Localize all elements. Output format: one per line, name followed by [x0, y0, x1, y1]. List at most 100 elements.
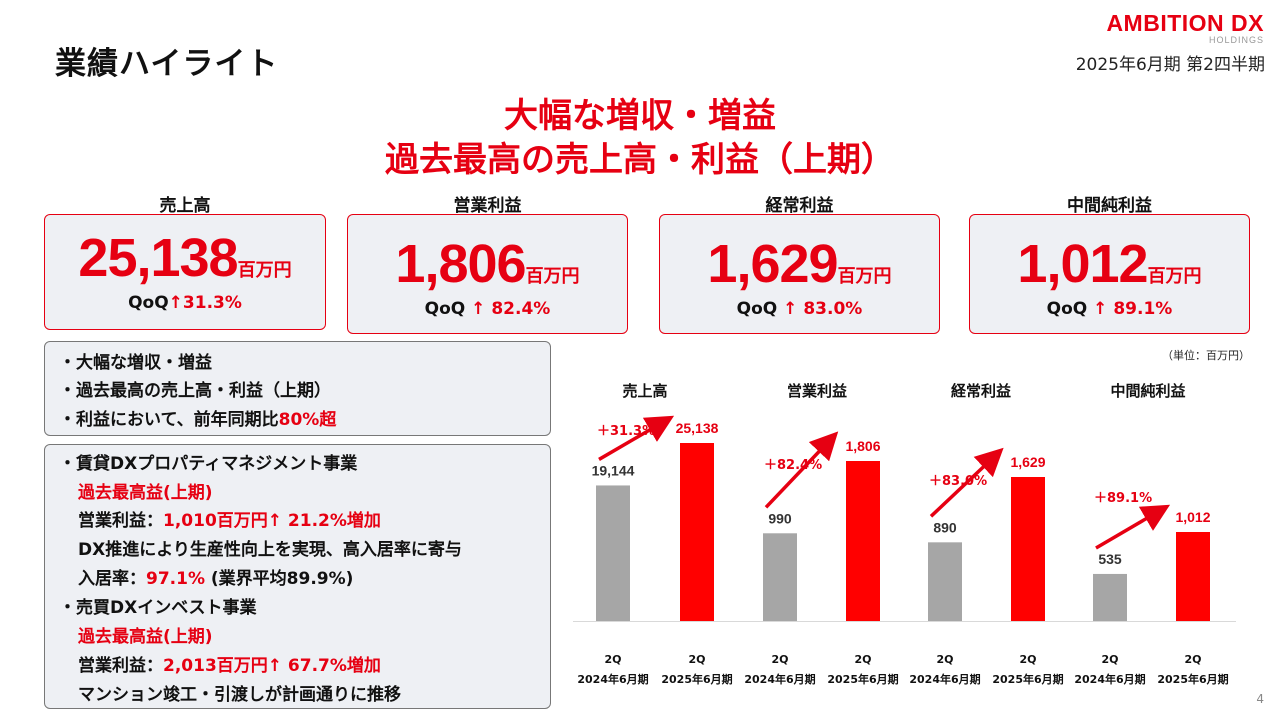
chart-tick-label-top: 2Q: [936, 653, 953, 666]
segment-sales-title: ・売買DXインベスト事業: [59, 598, 257, 618]
segment-rental-title: ・賃貸DXプロパティマネジメント事業: [59, 454, 358, 474]
kpi-qoq-arrow-ordinary-profit: ↑: [783, 299, 798, 319]
kpi-qoq-arrow-operating-profit: ↑: [471, 299, 486, 319]
kpi-unit-ordinary-profit: 百万円: [837, 266, 892, 287]
chart-data-label: 1,629: [1010, 454, 1045, 470]
segment-rental-occ-suffix: (業界平均89.9%): [210, 569, 354, 589]
segment-sales-profit-prefix: 営業利益：: [78, 656, 163, 676]
logo-brand-dx: DX: [1231, 10, 1264, 36]
chart-data-label: 890: [933, 519, 957, 535]
chart-growth-label: ＋83.0%: [929, 474, 987, 489]
chart-data-label: 19,144: [592, 462, 635, 478]
segment-rental-dx: DX推進により生産性向上を実現、高入居率に寄与: [78, 540, 462, 560]
headline-line-2: 過去最高の売上高・利益（上期）: [385, 140, 895, 180]
summary-box: ・大幅な増収・増益 ・過去最高の売上高・利益（上期） ・利益において、前年同期比…: [44, 341, 551, 436]
segment-rental-occ-value: 97.1%: [146, 569, 205, 589]
headline-line-1: 大幅な増収・増益: [504, 96, 776, 136]
kpi-qoq-arrow-sales: ↑: [168, 293, 183, 313]
chart-tick-label: 2024年6月期: [744, 672, 815, 686]
chart-tick-label: 2024年6月期: [577, 672, 648, 686]
chart-tick-label-top: 2Q: [771, 653, 788, 666]
summary-line-3-prefix: ・利益において、前年同期比: [59, 410, 279, 430]
segment-box: ・賃貸DXプロパティマネジメント事業 過去最高益(上期) 営業利益：1,010百…: [44, 444, 551, 709]
kpi-qoq-value-net-income: 89.1%: [1113, 299, 1173, 319]
chart-bar: [846, 461, 880, 621]
segment-rental-occupancy: 入居率：97.1% (業界平均89.9%): [78, 564, 353, 589]
segment-sales-note: マンション竣工・引渡しが計画通りに推移: [78, 685, 401, 705]
chart-bar: [1011, 477, 1045, 621]
chart-data-label: 25,138: [676, 420, 719, 436]
kpi-unit-sales: 百万円: [237, 260, 292, 281]
chart-tick-label-top: 2Q: [1019, 653, 1036, 666]
kpi-label-net-income: 中間純利益: [1067, 196, 1152, 216]
summary-line-1: ・大幅な増収・増益: [59, 353, 212, 373]
chart-bar: [928, 542, 962, 621]
chart-tick-label: 2024年6月期: [1074, 672, 1145, 686]
segment-rental-occ-prefix: 入居率：: [78, 569, 146, 589]
chart-growth-label: ＋82.4%: [764, 458, 822, 473]
segment-rental-record: 過去最高益(上期): [78, 483, 213, 503]
kpi-qoq-value-ordinary-profit: 83.0%: [803, 299, 863, 319]
kpi-label-operating-profit: 営業利益: [453, 196, 522, 216]
segment-sales-record: 過去最高益(上期): [78, 627, 213, 647]
kpi-qoq-label-ordinary-profit: QoQ: [736, 299, 778, 319]
summary-line-3-highlight: 80%超: [278, 410, 337, 430]
kpi-unit-net-income: 百万円: [1147, 266, 1202, 287]
chart-bar: [596, 485, 630, 621]
chart-tick-label: 2024年6月期: [909, 672, 980, 686]
segment-rental-profit-value: 1,010百万円↑ 21.2%増加: [163, 511, 381, 531]
kpi-card-net-income: 1,012百万円 QoQ ↑ 89.1%: [969, 214, 1250, 334]
summary-line-3: ・利益において、前年同期比80%超: [59, 405, 336, 430]
chart-bar: [763, 533, 797, 621]
kpi-qoq-label-sales: QoQ: [128, 293, 169, 313]
fiscal-period: 2025年6月期 第2四半期: [1075, 55, 1265, 75]
chart-growth-arrow: [764, 431, 839, 509]
chart-bar: [680, 443, 714, 621]
kpi-qoq-label-operating-profit: QoQ: [424, 299, 466, 319]
chart-panel-title: 経常利益: [951, 382, 1011, 400]
kpi-qoq-arrow-net-income: ↑: [1093, 299, 1108, 319]
page-number: 4: [1256, 692, 1264, 706]
chart-growth-arrow: [929, 447, 1004, 518]
kpi-unit-operating-profit: 百万円: [525, 266, 580, 287]
kpi-qoq-value-operating-profit: 82.4%: [491, 299, 551, 319]
kpi-value-ordinary-profit: 1,629: [707, 234, 838, 294]
chart-panel-title: 中間純利益: [1110, 382, 1185, 400]
chart-bar: [1093, 573, 1127, 621]
chart-growth-label: ＋89.1%: [1094, 491, 1152, 506]
chart-tick-label-top: 2Q: [604, 653, 621, 666]
page-title: 業績ハイライト: [55, 46, 279, 82]
company-logo: AMBITION DX HOLDINGS: [1106, 10, 1264, 46]
kpi-card-ordinary-profit: 1,629百万円 QoQ ↑ 83.0%: [659, 214, 940, 334]
logo-subtitle: HOLDINGS: [1208, 35, 1264, 45]
chart-tick-label-top: 2Q: [1101, 653, 1118, 666]
chart-growth-label: ＋31.3%: [597, 424, 655, 439]
kpi-qoq-label-net-income: QoQ: [1046, 299, 1088, 319]
chart-growth-arrow: [598, 415, 675, 461]
chart-panel-title: 営業利益: [787, 382, 847, 400]
chart-data-label: 1,012: [1175, 509, 1210, 525]
chart-tick-label: 2025年6月期: [661, 672, 732, 686]
kpi-value-sales: 25,138: [78, 228, 238, 288]
chart-bar: [1176, 532, 1210, 621]
segment-sales-profit: 営業利益：2,013百万円↑ 67.7%増加: [78, 651, 381, 676]
segment-rental-profit: 営業利益：1,010百万円↑ 21.2%増加: [78, 506, 381, 531]
chart-data-label: 990: [768, 510, 792, 526]
chart-tick-label-top: 2Q: [688, 653, 705, 666]
chart-data-label: 1,806: [845, 438, 880, 454]
segment-sales-profit-value: 2,013百万円↑ 67.7%増加: [163, 656, 381, 676]
chart-tick-label: 2025年6月期: [1157, 672, 1228, 686]
kpi-value-operating-profit: 1,806: [395, 234, 526, 294]
summary-line-2: ・過去最高の売上高・利益（上期）: [59, 381, 331, 401]
logo-brand-text: AMBITION: [1106, 10, 1225, 36]
chart-tick-label: 2025年6月期: [827, 672, 898, 686]
segment-rental-profit-prefix: 営業利益：: [78, 511, 163, 531]
kpi-card-operating-profit: 1,806百万円 QoQ ↑ 82.4%: [347, 214, 628, 334]
chart-panel-title: 売上高: [622, 382, 667, 400]
chart-data-label: 535: [1098, 551, 1122, 567]
kpi-qoq-value-sales: 31.3%: [182, 293, 242, 313]
kpi-value-net-income: 1,012: [1017, 234, 1148, 294]
chart-tick-label: 2025年6月期: [992, 672, 1063, 686]
chart-tick-label-top: 2Q: [854, 653, 871, 666]
